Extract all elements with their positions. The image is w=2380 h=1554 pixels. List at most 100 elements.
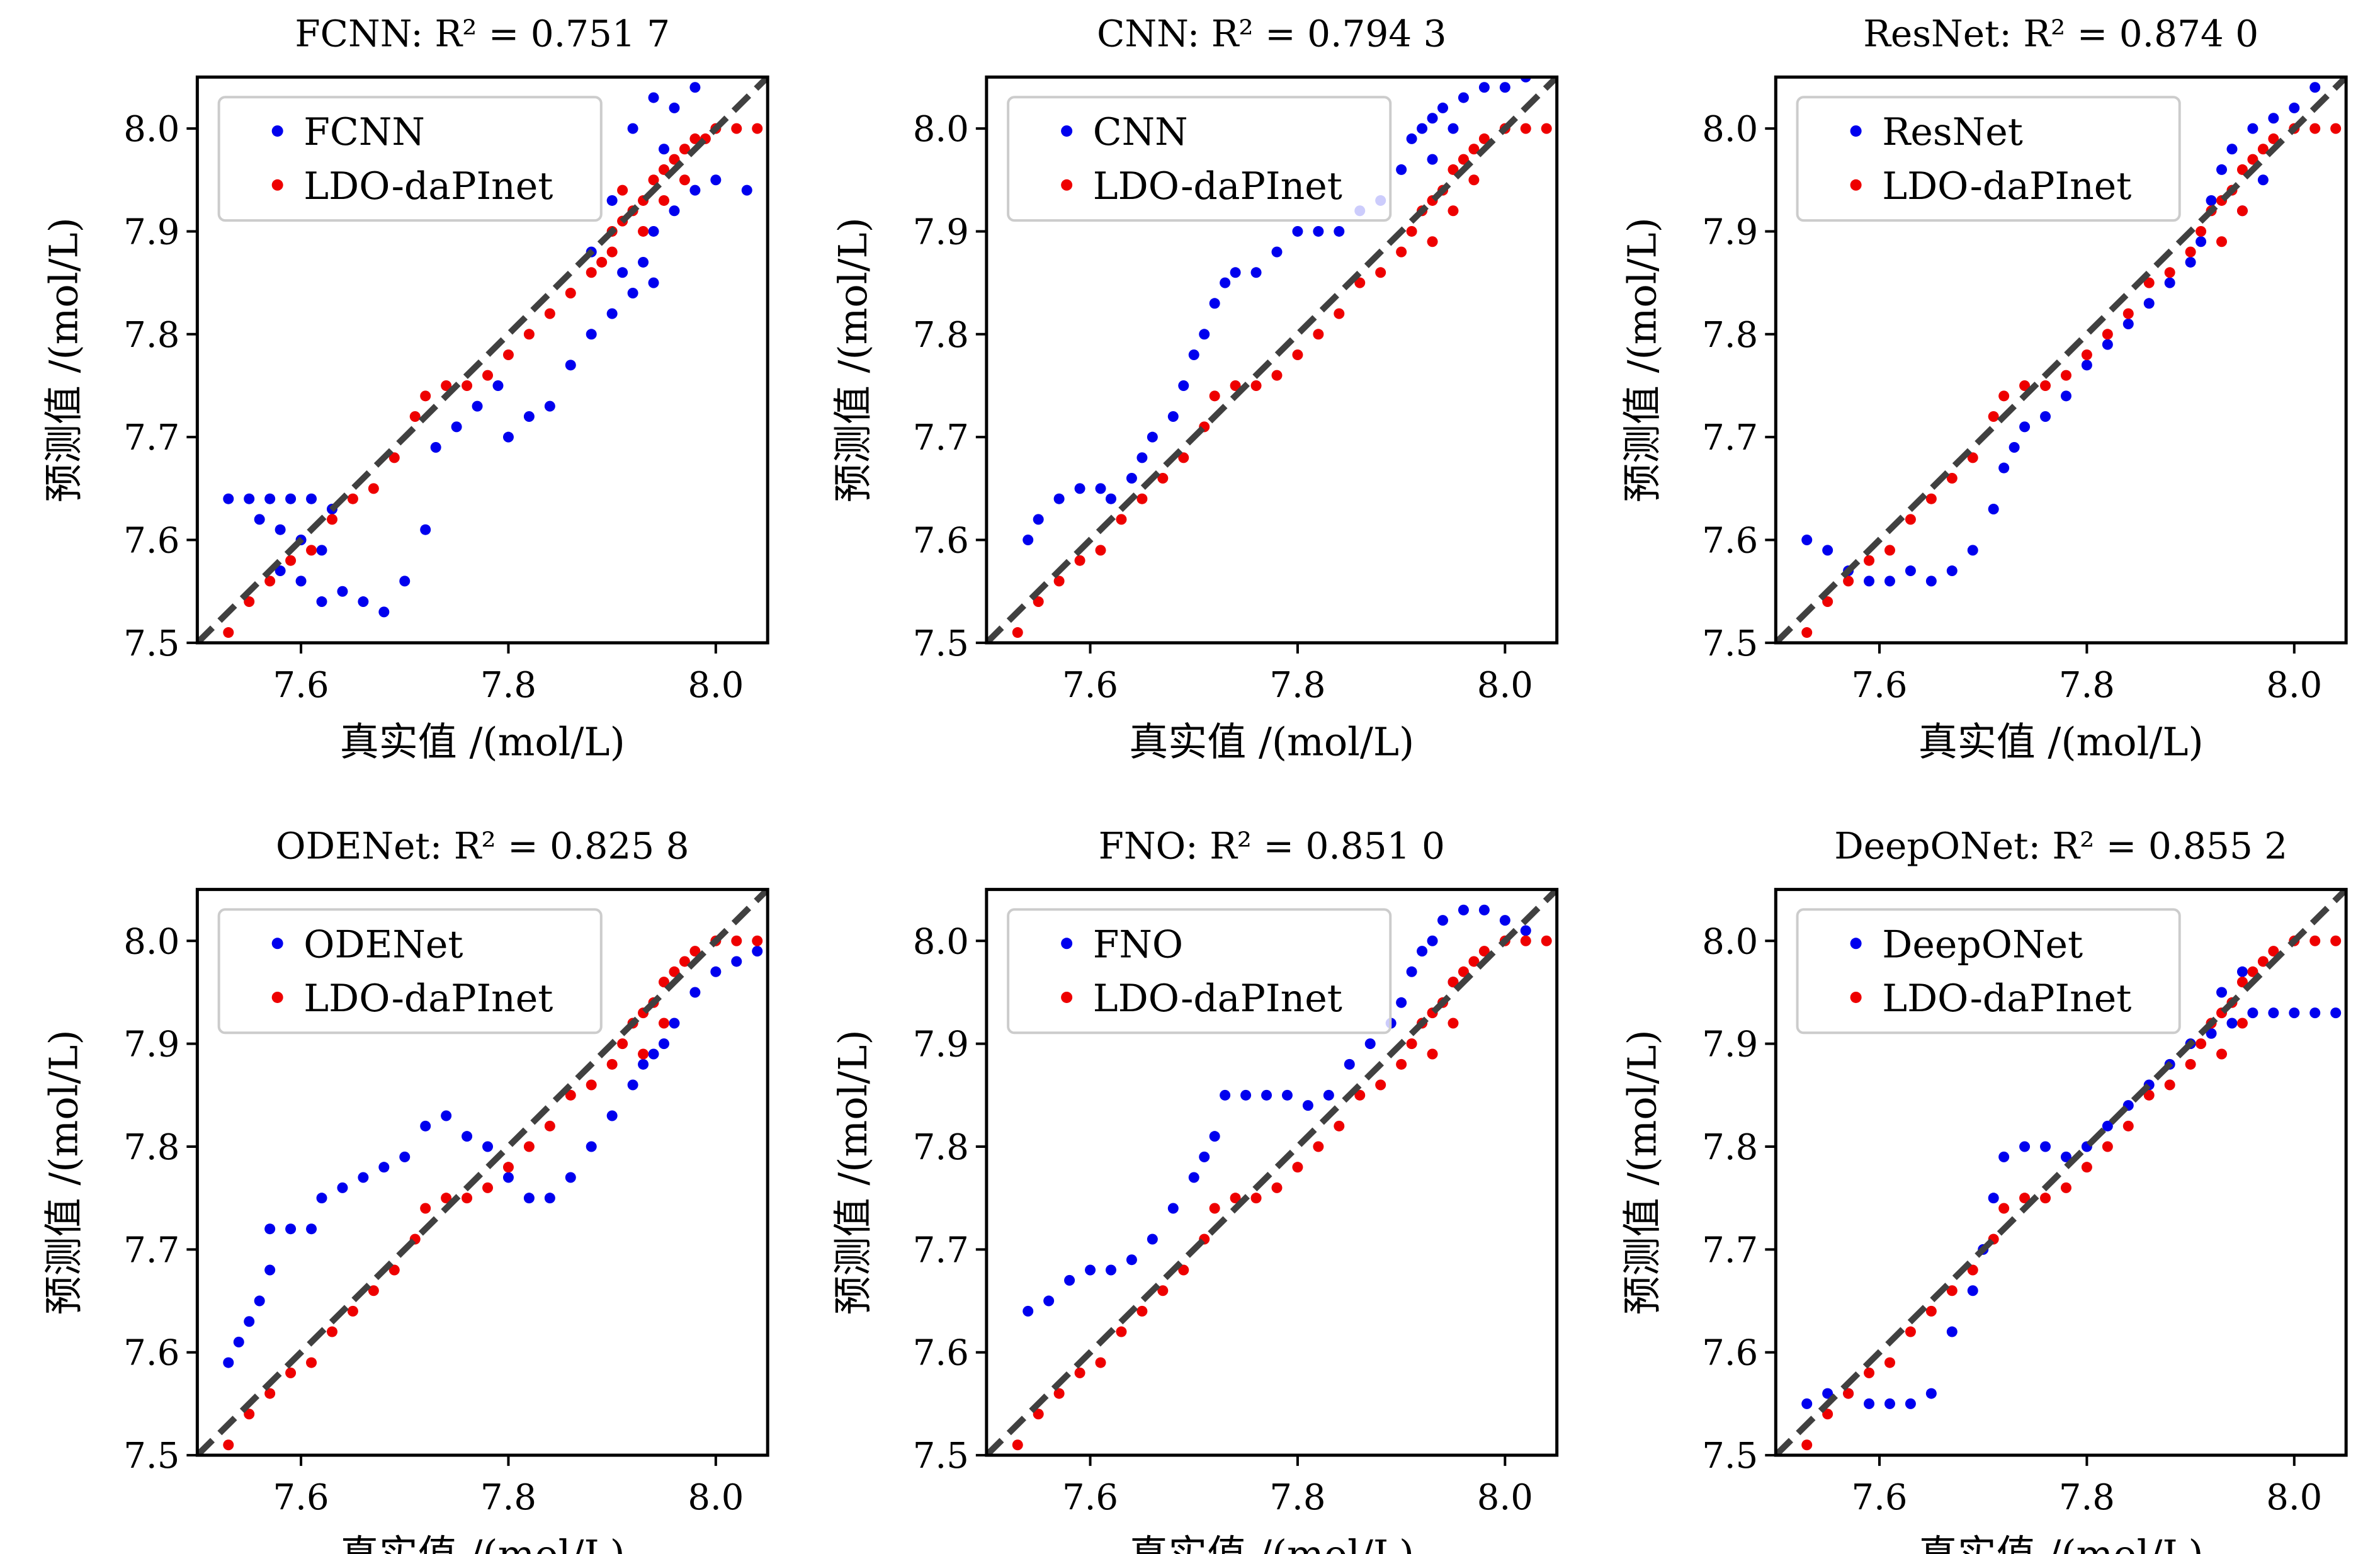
data-point-s2-32 bbox=[2216, 1048, 2228, 1060]
chart-panel-2: CNN: R² = 0.794 3 7.6 7.8 8.0 7.5 7.6 7.7 7.8 7.… bbox=[830, 12, 1559, 765]
data-point-s1-33 bbox=[1448, 123, 1459, 134]
data-point-s2-31 bbox=[1541, 935, 1552, 946]
data-point-s2-20 bbox=[596, 256, 608, 268]
data-point-s1-24 bbox=[523, 411, 535, 422]
data-point-s1-24 bbox=[1396, 164, 1407, 175]
data-point-s2-1 bbox=[1012, 1439, 1023, 1451]
y-tick-label-3: 7.7 bbox=[913, 417, 969, 458]
data-point-s2-18 bbox=[1354, 1089, 1366, 1101]
data-point-s1-17 bbox=[1250, 267, 1262, 278]
y-tick-label-5: 7.9 bbox=[913, 212, 969, 252]
data-point-s2-14 bbox=[482, 1182, 494, 1193]
data-point-s1-19 bbox=[430, 442, 441, 453]
data-point-s2-27 bbox=[679, 956, 690, 967]
data-point-s1-8 bbox=[275, 524, 286, 535]
y-tick-label-5: 7.9 bbox=[123, 1024, 179, 1065]
data-point-s2-28 bbox=[2268, 133, 2279, 144]
data-point-s1-5 bbox=[1095, 483, 1106, 494]
data-point-s2-28 bbox=[689, 946, 701, 957]
data-point-s1-8 bbox=[1136, 452, 1148, 463]
data-point-s1-14 bbox=[2040, 411, 2051, 422]
data-point-s1-18 bbox=[1344, 1058, 1355, 1070]
data-point-s2-4 bbox=[285, 1367, 297, 1378]
data-point-s2-17 bbox=[544, 308, 555, 319]
data-point-s2-30 bbox=[2309, 935, 2321, 946]
data-point-s2-21 bbox=[617, 1038, 628, 1050]
data-point-s2-18 bbox=[565, 287, 576, 298]
data-point-s1-30 bbox=[2236, 966, 2248, 977]
axes-frame bbox=[1774, 888, 2348, 1457]
data-point-s2-30 bbox=[2309, 123, 2321, 134]
y-axis-label: 预测值 /(mol/L) bbox=[40, 1029, 86, 1315]
data-point-s2-15 bbox=[1292, 1162, 1303, 1173]
data-point-s2-16 bbox=[1313, 1141, 1324, 1152]
data-point-s2-2 bbox=[244, 596, 255, 608]
data-point-s1-29 bbox=[1520, 925, 1531, 936]
data-point-s2-26 bbox=[659, 164, 670, 175]
data-point-s1-25 bbox=[1406, 133, 1417, 144]
data-point-s1-24 bbox=[2247, 1007, 2258, 1019]
data-point-s1-4 bbox=[1864, 576, 1875, 587]
data-point-s1-24 bbox=[627, 1079, 638, 1091]
data-point-s1-19 bbox=[1292, 225, 1303, 237]
y-tick-label-3: 7.7 bbox=[1702, 417, 1758, 458]
y-tick-label-6: 8.0 bbox=[123, 921, 179, 962]
data-point-s1-10 bbox=[337, 1182, 348, 1193]
x-tick-label-1: 7.6 bbox=[1062, 665, 1118, 706]
data-point-s2-33 bbox=[752, 123, 763, 134]
data-point-s1-6 bbox=[1905, 1398, 1916, 1409]
data-point-s1-16 bbox=[378, 606, 390, 618]
data-point-s2-4 bbox=[1864, 1367, 1875, 1378]
data-point-s2-6 bbox=[1116, 514, 1127, 525]
data-point-s2-15 bbox=[502, 1162, 514, 1173]
data-point-s2-4 bbox=[1864, 555, 1875, 566]
data-point-s1-35 bbox=[741, 184, 752, 196]
chart-panel-5: FNO: R² = 0.851 0 7.6 7.8 8.0 7.5 7.6 7.7 7.8 7.… bbox=[830, 825, 1559, 1554]
data-point-s2-3 bbox=[1843, 576, 1854, 587]
legend-marker-2 bbox=[1061, 179, 1073, 191]
x-tick-label-3: 8.0 bbox=[688, 665, 744, 706]
series-2 bbox=[1012, 935, 1552, 1451]
data-point-s2-14 bbox=[1271, 370, 1283, 381]
x-tick-label-3: 8.0 bbox=[1477, 1477, 1533, 1518]
legend-box bbox=[217, 96, 603, 222]
data-point-s1-22 bbox=[586, 1141, 597, 1152]
y-tick-label-1: 7.5 bbox=[123, 623, 179, 664]
legend-box bbox=[1007, 96, 1392, 222]
data-point-s1-19 bbox=[1364, 1038, 1376, 1050]
data-point-s1-16 bbox=[1230, 267, 1241, 278]
data-point-s2-9 bbox=[388, 1264, 400, 1276]
data-point-s1-14 bbox=[337, 586, 348, 597]
chart-title: CNN: R² = 0.794 3 bbox=[1097, 12, 1447, 55]
data-point-s2-29 bbox=[689, 133, 701, 144]
data-point-s1-25 bbox=[1437, 915, 1449, 926]
data-point-s2-25 bbox=[659, 977, 670, 988]
data-point-s1-6 bbox=[1105, 493, 1116, 504]
x-tick-label-1: 7.6 bbox=[1851, 665, 1907, 706]
data-point-s2-19 bbox=[586, 1079, 597, 1091]
y-axis-label: 预测值 /(mol/L) bbox=[40, 217, 86, 502]
data-point-s2-1 bbox=[223, 1439, 234, 1451]
data-point-s2-13 bbox=[462, 1193, 473, 1204]
data-point-s2-16 bbox=[2102, 1141, 2113, 1152]
data-point-s2-28 bbox=[2268, 946, 2279, 957]
data-point-s2-7 bbox=[1925, 1305, 1937, 1317]
data-point-s1-2 bbox=[244, 493, 255, 504]
data-point-s2-3 bbox=[1843, 1388, 1854, 1399]
data-point-s1-21 bbox=[472, 400, 483, 412]
data-point-s2-32 bbox=[638, 1048, 649, 1060]
data-point-s2-5 bbox=[306, 1357, 317, 1368]
legend-marker-1 bbox=[1061, 125, 1073, 137]
data-point-s1-20 bbox=[2164, 277, 2175, 288]
legend-marker-2 bbox=[1850, 991, 1862, 1003]
data-point-s2-12 bbox=[441, 1193, 452, 1204]
data-point-s1-4 bbox=[1085, 1264, 1096, 1276]
data-point-s1-5 bbox=[306, 493, 317, 504]
data-point-s2-7 bbox=[1136, 493, 1148, 504]
data-point-s2-14 bbox=[482, 370, 494, 381]
plot-area bbox=[1776, 77, 2347, 643]
y-tick-label-3: 7.7 bbox=[123, 417, 179, 458]
data-point-s2-12 bbox=[1230, 380, 1241, 391]
data-point-s1-21 bbox=[565, 1172, 576, 1183]
data-point-s2-2 bbox=[1822, 1409, 1833, 1420]
